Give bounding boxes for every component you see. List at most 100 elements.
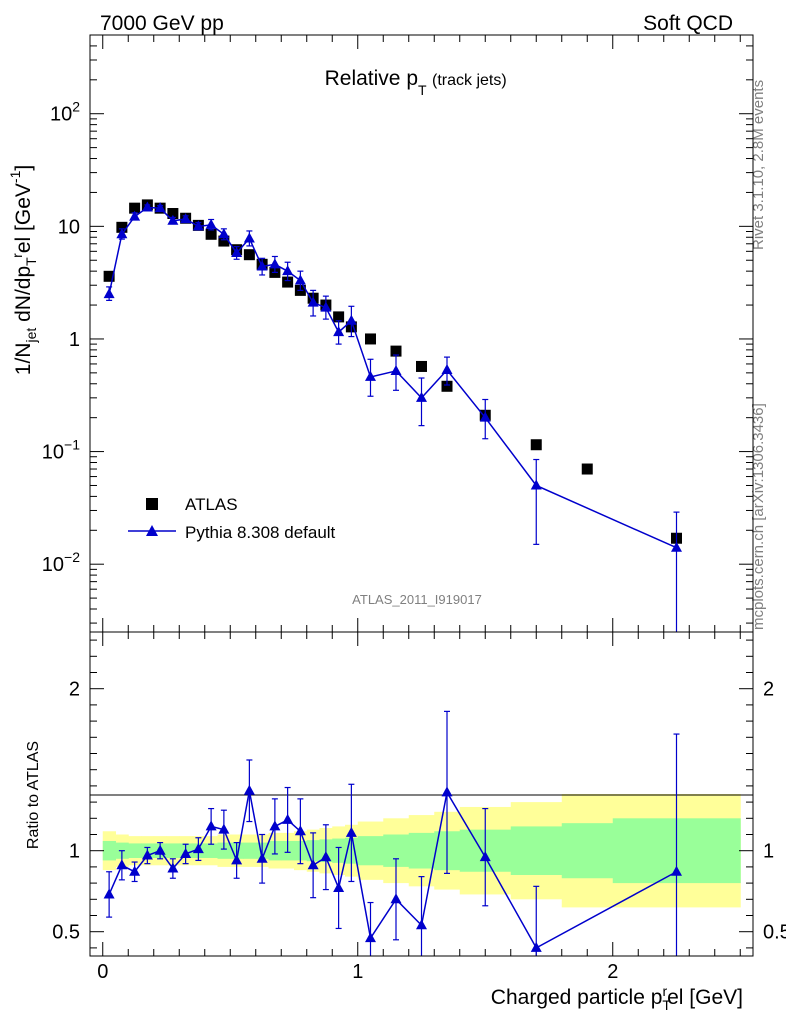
ratio-y-tick-label: 2: [69, 679, 80, 701]
ratio-data-point: [365, 932, 376, 943]
svg-text:1/Njet dN/dpTrel [GeV-1]: 1/Njet dN/dpTrel [GeV-1]: [7, 165, 39, 375]
ratio-data-point: [416, 919, 427, 930]
ratio-data-point: [333, 881, 345, 892]
band-inner-segment: [166, 843, 180, 858]
band-inner-segment: [357, 836, 384, 866]
mc-data-point: [243, 232, 255, 243]
mc-data-point: [282, 265, 294, 276]
main-plot-frame: [89, 34, 754, 633]
ratio-data-point: [671, 865, 682, 876]
ratio-data-point: [141, 849, 153, 860]
band-inner-segment: [243, 842, 257, 859]
ratio-data-point: [269, 820, 281, 831]
mc-data-point: [192, 220, 204, 231]
ratio-y-tick-label-right: 0.5: [763, 922, 786, 944]
ratio-data-point: [129, 865, 141, 876]
atlas-data-point: [243, 249, 255, 261]
x-axis-label: Charged particle pTrel [GeV]: [491, 983, 743, 1013]
atlas-data-point: [365, 333, 376, 345]
plot-title-qualifier: (track jets): [432, 72, 507, 89]
mc-data-point: [441, 364, 453, 375]
band-inner-segment: [510, 826, 563, 875]
ratio-y-tick-label: 1: [69, 841, 80, 863]
mcplots-label: mcplots.cern.ch [arXiv:1306.3436]: [750, 403, 767, 630]
mc-data-point: [269, 258, 281, 269]
mc-data-point: [294, 274, 306, 285]
ratio-data-point: [243, 784, 255, 795]
band-inner-segment: [217, 842, 231, 859]
y-tick-label: 1: [69, 329, 80, 351]
x-tick-label: 2: [607, 961, 618, 983]
mc-data-point: [154, 202, 166, 213]
ratio-data-point: [154, 844, 166, 855]
mc-data-point: [416, 391, 427, 402]
atlas-data-point: [581, 463, 593, 475]
rivet-version-label: Rivet 3.1.10, 2.8M events: [750, 80, 767, 250]
y-tick-label: 10−1: [42, 437, 80, 464]
mc-data-point: [103, 288, 115, 299]
mc-data-point: [231, 246, 243, 257]
plot-title: Relative p: [325, 67, 418, 90]
mc-data-point: [333, 326, 345, 337]
ratio-frame: [89, 631, 754, 957]
analysis-id-label: ATLAS_2011_I919017: [352, 592, 482, 607]
mc-data-point: [167, 214, 179, 225]
ratio-y-axis-label: Ratio to ATLAS: [25, 741, 42, 849]
header-energy-label: 7000 GeV pp: [100, 12, 224, 35]
mc-data-point: [307, 296, 319, 307]
atlas-data-point: [129, 202, 141, 214]
main-plot-data: [103, 199, 682, 632]
legend-marker-atlas: [146, 498, 158, 510]
legend-marker-mc: [146, 525, 158, 536]
header-category-label: Soft QCD: [643, 12, 733, 35]
legend: ATLAS Pythia 8.308 default: [128, 495, 336, 542]
band-inner-segment: [102, 840, 116, 861]
ratio-data-point: [167, 862, 179, 873]
ratio-data-point: [192, 843, 204, 854]
mc-data-point: [180, 213, 192, 224]
ratio-data-point: [103, 888, 115, 899]
mc-data-point: [256, 260, 268, 271]
mc-data-point: [218, 228, 230, 239]
mc-data-point: [530, 479, 542, 490]
ratio-data-point: [116, 859, 128, 870]
ratio-data-point: [390, 893, 402, 904]
band-inner-segment: [128, 843, 142, 858]
mc-data-point: [345, 314, 357, 325]
ratio-data-point: [307, 859, 319, 870]
main-y-axis-label: 1/Njet dN/dpTrel [GeV-1]: [7, 165, 39, 375]
svg-text:Charged particle pTrel [GeV]: Charged particle pTrel [GeV]: [491, 983, 743, 1013]
atlas-data-point: [167, 208, 179, 220]
legend-label-atlas: ATLAS: [185, 495, 238, 514]
atlas-data-point: [441, 380, 453, 392]
ratio-data: [103, 710, 682, 956]
x-tick-label: 1: [352, 961, 363, 983]
atlas-data-point: [530, 439, 542, 451]
atlas-data-point: [205, 228, 217, 240]
ratio-data-point: [205, 820, 217, 831]
main-plot-panel: 102 10 1 10−1 10−2 Relative p T (track jets)…: [7, 34, 754, 633]
x-tick-label: 0: [97, 961, 108, 983]
band-inner-segment: [561, 823, 614, 879]
y-tick-label: 10: [58, 216, 80, 238]
ratio-data-point: [282, 813, 294, 824]
mc-data-point: [129, 210, 141, 221]
ratio-y-tick-label: 0.5: [52, 922, 80, 944]
mc-data-point: [116, 228, 128, 239]
ratio-data-point: [256, 852, 268, 863]
plot-title-subscript: T: [418, 82, 427, 98]
ratio-data-point: [320, 851, 332, 862]
ratio-data-point: [294, 825, 306, 836]
ratio-data-point: [218, 823, 230, 834]
ratio-data-point: [180, 847, 192, 858]
mc-data-point: [141, 201, 153, 212]
mc-data-point: [365, 370, 376, 381]
atlas-data-point: [116, 221, 128, 233]
ratio-data-point: [231, 854, 243, 865]
atlas-data-point: [333, 311, 345, 323]
y-tick-label: 10−2: [42, 549, 80, 576]
mc-data-point: [205, 218, 217, 229]
ratio-panel: 0.5 0.5 1 1 2 2 0 1 2 Ratio to ATLAS Charged par…: [25, 631, 786, 1013]
ratio-y-tick-label-right: 2: [763, 679, 774, 701]
